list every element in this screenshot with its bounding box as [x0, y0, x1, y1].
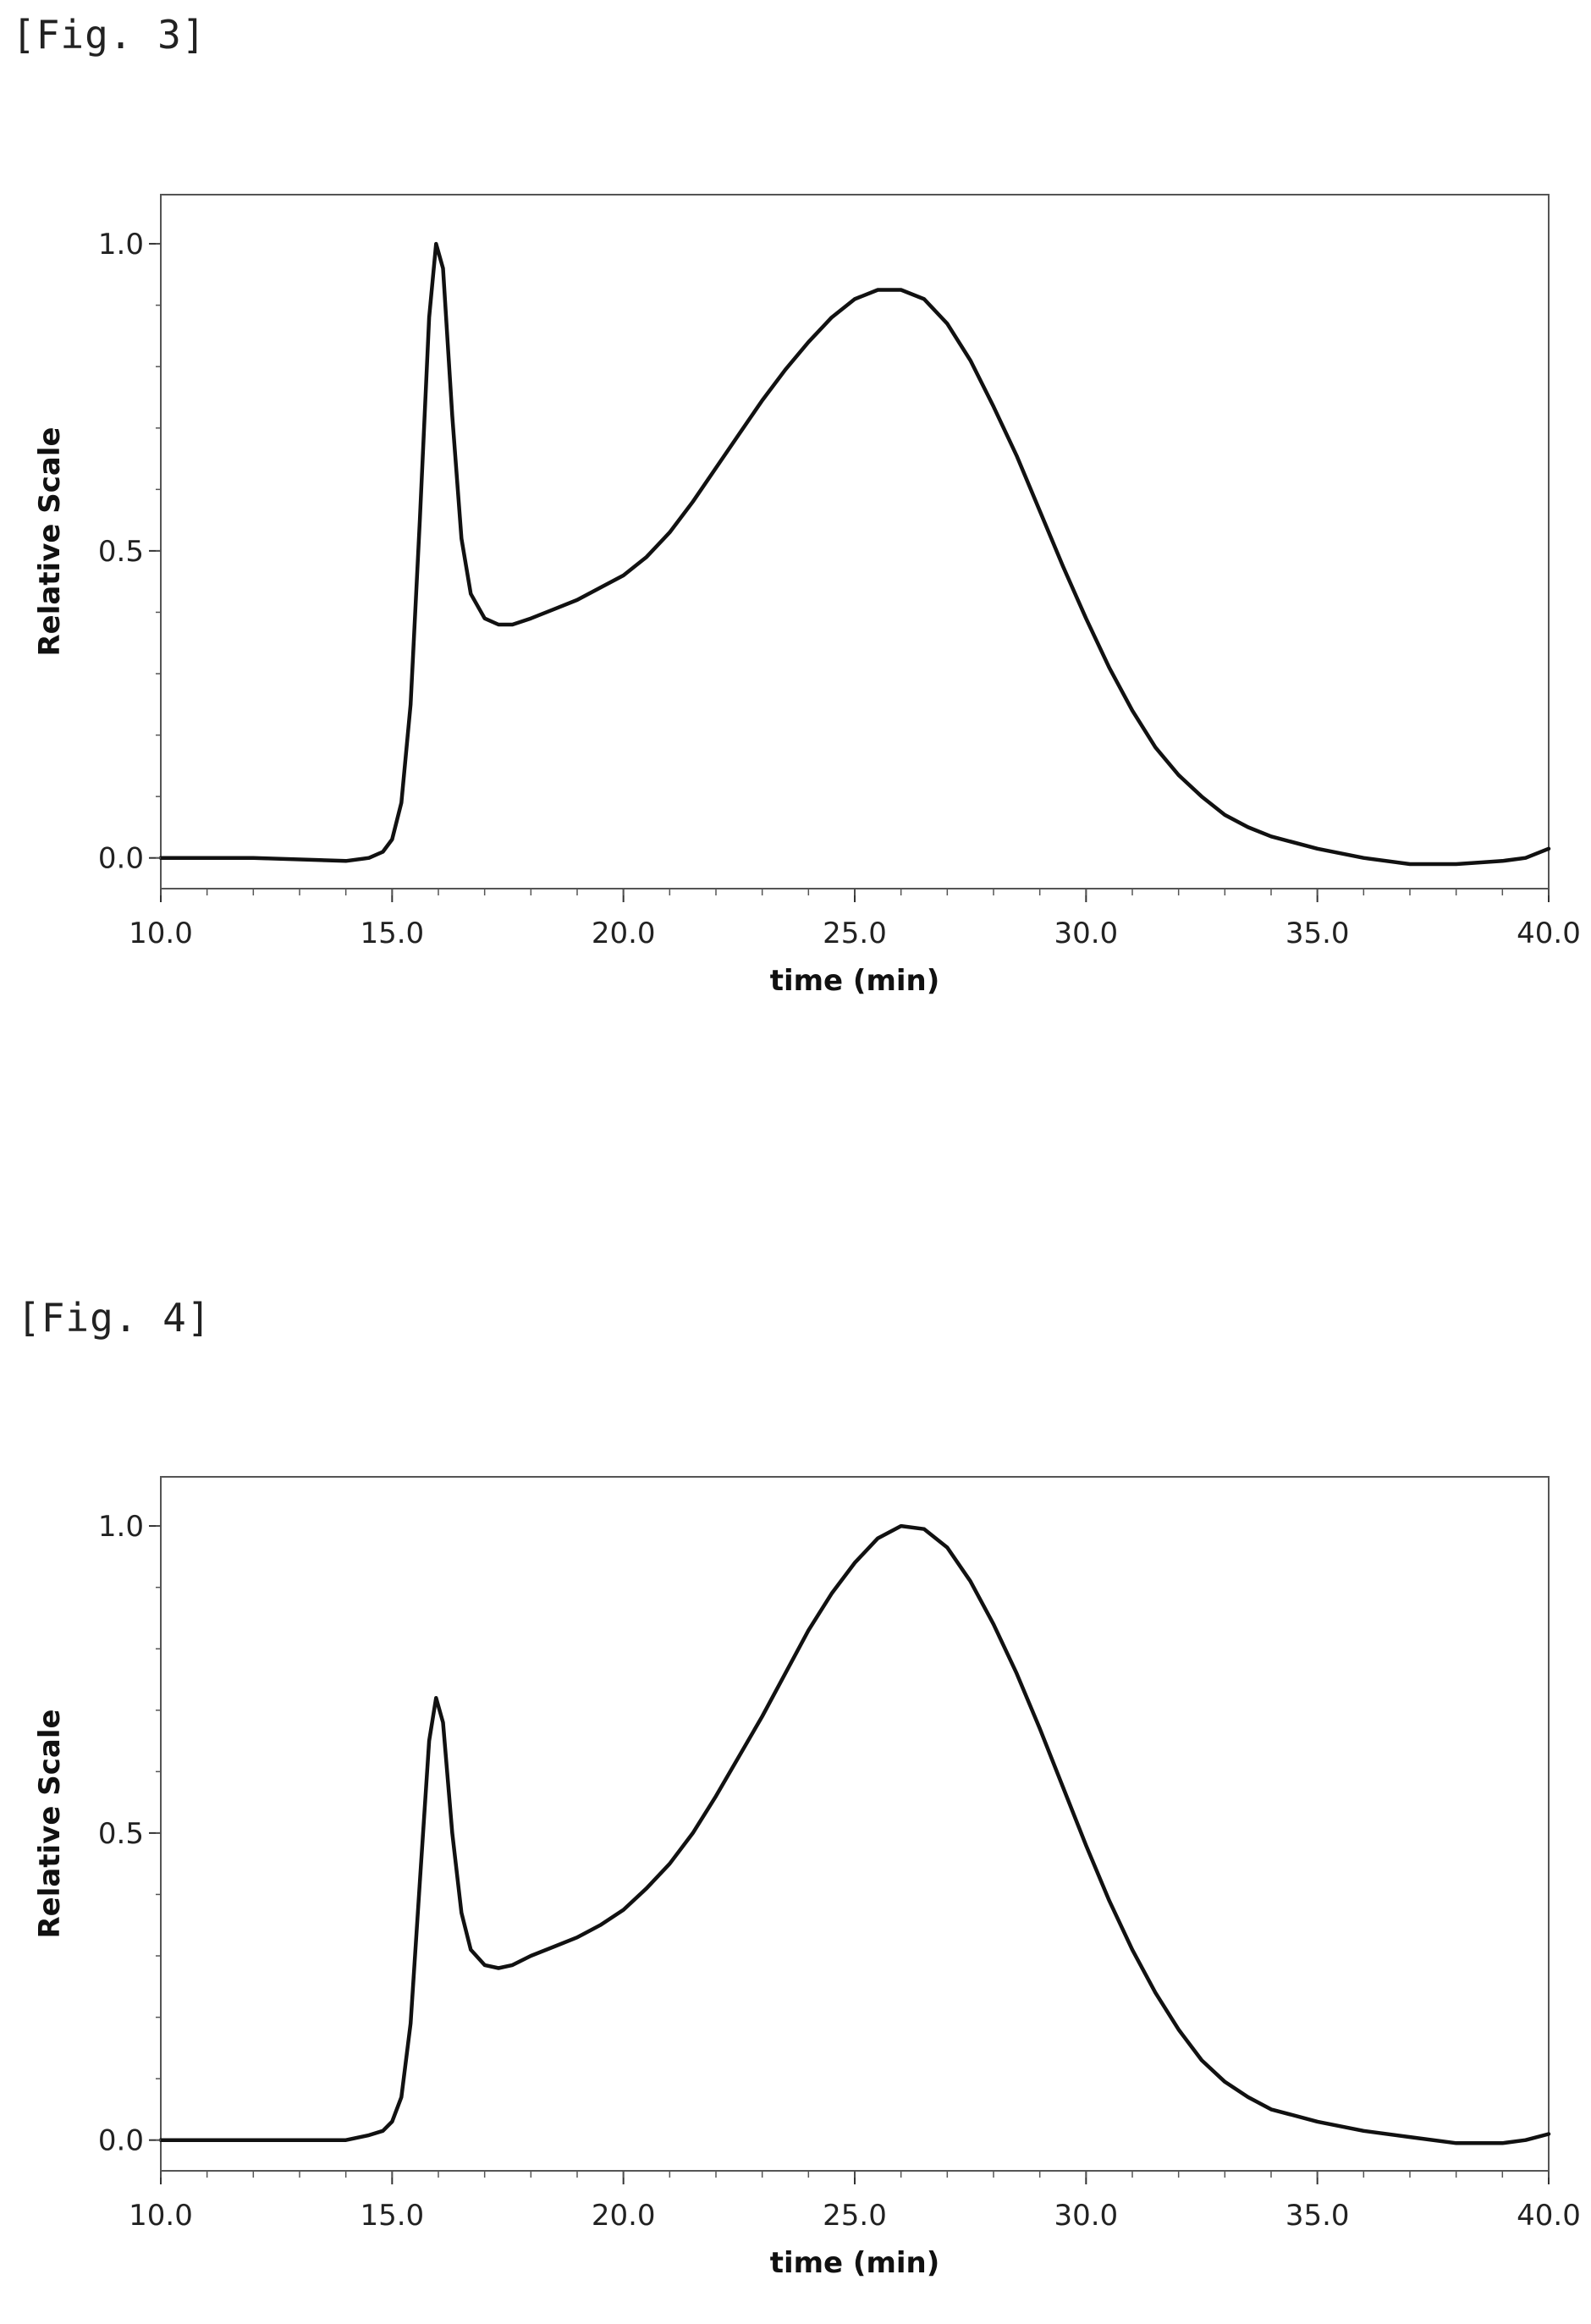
y-axis-title: Relative Scale: [33, 1709, 67, 1938]
series-line: [158, 241, 1551, 867]
figure-3-label: [Fig. 3]: [12, 12, 206, 58]
chart-fig-3: 0.0 0.5 1.0 10.0 15.0 20.0 25.0 30.0 35.0 40.0 R…: [33, 194, 1581, 998]
x-axis-title: time (min): [770, 964, 940, 998]
x-tick-label: 25.0: [823, 2199, 887, 2233]
x-tick-label: 35.0: [1285, 917, 1350, 950]
x-tick-label: 15.0: [360, 2199, 424, 2233]
x-tick-label: 40.0: [1517, 2199, 1581, 2233]
x-axis: 10.0 15.0 20.0 25.0 30.0 35.0 40.0: [129, 889, 1581, 950]
x-tick-label: 10.0: [129, 2199, 193, 2233]
y-tick-label: 0.0: [98, 842, 144, 876]
x-tick-label: 20.0: [592, 917, 656, 950]
plot-area: [158, 194, 1551, 889]
x-axis-title: time (min): [770, 2246, 940, 2280]
y-tick-label: 0.0: [98, 2124, 144, 2158]
x-tick-label: 15.0: [360, 917, 424, 950]
y-tick-label: 1.0: [98, 228, 144, 262]
y-tick-label: 0.5: [98, 535, 144, 569]
x-tick-label: 30.0: [1054, 2199, 1118, 2233]
x-tick-label: 40.0: [1517, 917, 1581, 950]
y-tick-label: 1.0: [98, 1510, 144, 1544]
x-axis: 10.0 15.0 20.0 25.0 30.0 35.0 40.0: [129, 2171, 1581, 2233]
x-tick-label: 25.0: [823, 917, 887, 950]
x-tick-label: 35.0: [1285, 2199, 1350, 2233]
x-tick-label: 20.0: [592, 2199, 656, 2233]
chart-fig-4: 0.0 0.5 1.0 10.0 15.0 20.0 25.0 30.0 35.0 40.0 R…: [33, 1476, 1581, 2280]
figure-4-label: [Fig. 4]: [17, 1295, 212, 1341]
y-axis: 0.0 0.5 1.0: [98, 1510, 161, 2158]
y-tick-label: 0.5: [98, 1817, 144, 1851]
y-axis: 0.0 0.5 1.0: [98, 228, 161, 876]
x-tick-label: 10.0: [129, 917, 193, 950]
x-tick-label: 30.0: [1054, 917, 1118, 950]
plot-area: [158, 1476, 1551, 2172]
plot-frame: [160, 1476, 1550, 2172]
series-line: [158, 1523, 1551, 2145]
y-axis-title: Relative Scale: [33, 427, 67, 656]
